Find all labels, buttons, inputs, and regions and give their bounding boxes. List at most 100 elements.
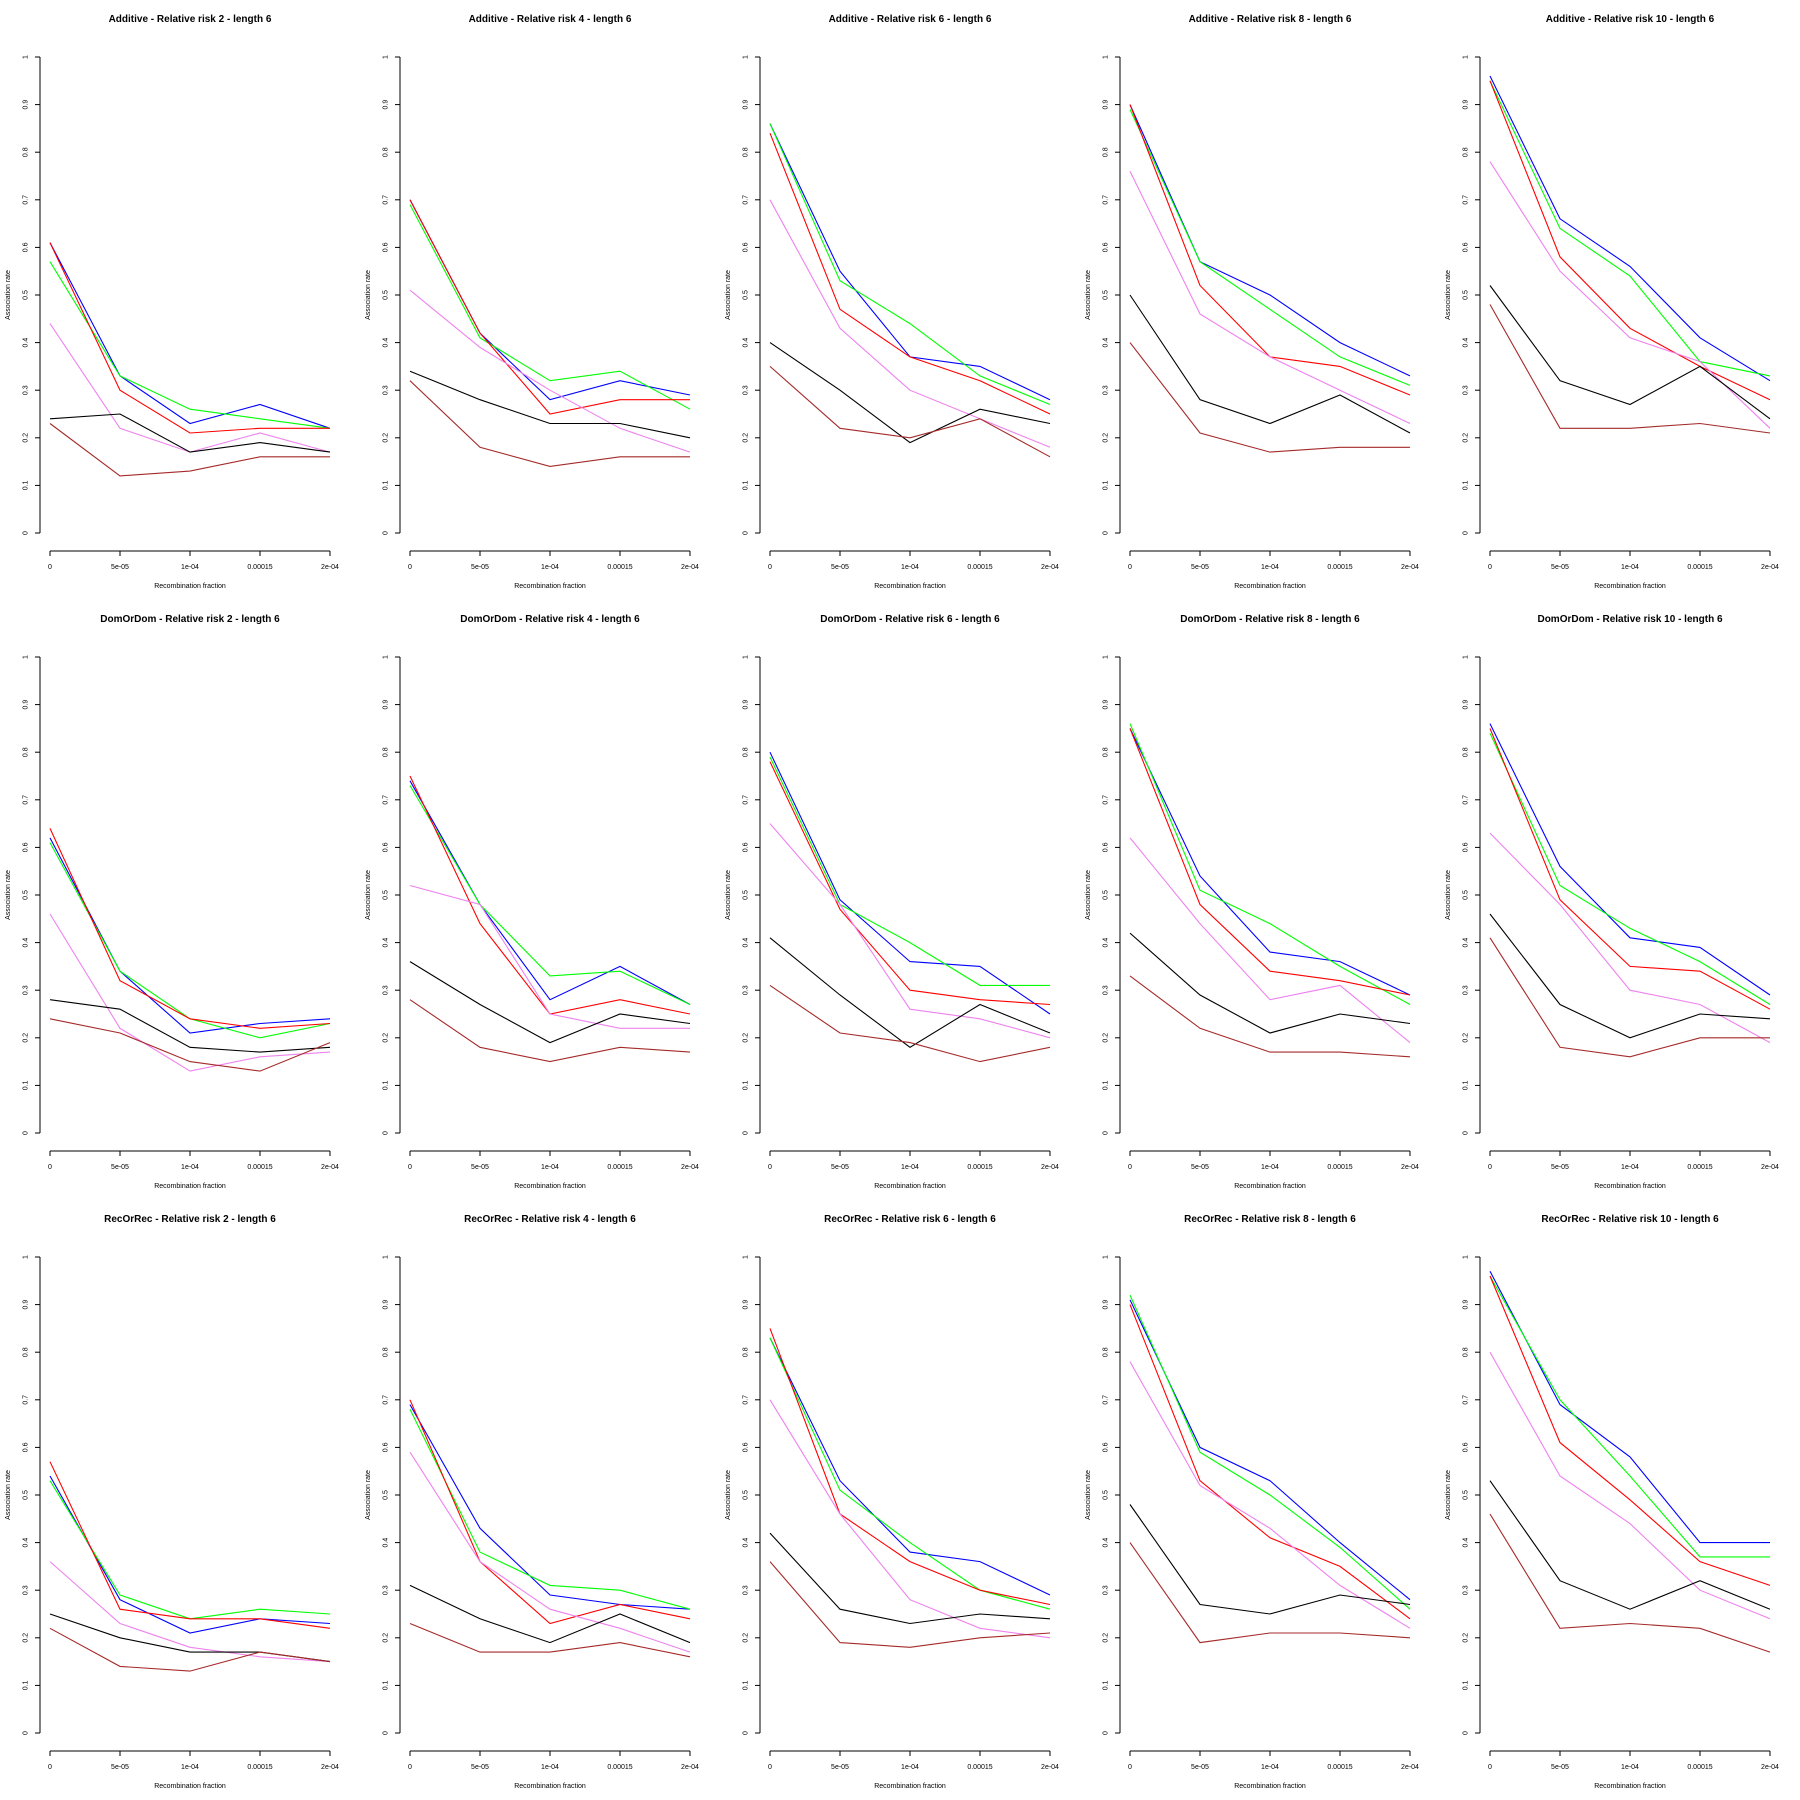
series-line-black <box>409 370 691 439</box>
y-tick-label: 0.3 <box>23 385 30 395</box>
y-tick-label: 0.3 <box>743 985 750 995</box>
x-tick-label: 2e-04 <box>321 1764 339 1771</box>
y-tick-label: 0 <box>1103 1731 1110 1735</box>
x-tick-label: 1e-04 <box>1621 1164 1639 1171</box>
series-line-red <box>49 242 330 434</box>
x-tick-label: 5e-05 <box>471 1764 489 1771</box>
y-tick-label: 0.7 <box>1463 795 1470 805</box>
x-tick-label: 5e-05 <box>831 1164 849 1171</box>
y-tick-label: 1 <box>383 55 390 59</box>
y-tick-label: 0.6 <box>743 242 750 252</box>
chart-panel: Additive - Relative risk 2 - length 6 0 0.… <box>5 14 339 590</box>
y-tick-label: 0.7 <box>743 795 750 805</box>
x-tick-label: 0.00015 <box>247 564 272 571</box>
x-tick-label: 2e-04 <box>321 1164 339 1171</box>
y-tick-label: 0.9 <box>1103 1300 1110 1310</box>
series-line-blue <box>1129 1299 1411 1601</box>
x-tick-label: 0 <box>1488 1764 1492 1771</box>
x-axis-label: Recombination fraction <box>154 1183 226 1190</box>
y-tick-label: 0.7 <box>1463 195 1470 205</box>
x-axis-label: Recombination fraction <box>874 583 946 590</box>
y-tick-label: 0.2 <box>383 433 390 443</box>
series-line-blue <box>49 242 331 429</box>
series-line-brown <box>1489 1513 1771 1653</box>
y-tick-label: 0.1 <box>743 1680 750 1690</box>
y-axis-label: Association rate <box>1085 1470 1092 1520</box>
x-axis-label: Recombination fraction <box>154 1783 226 1790</box>
x-tick-label: 1e-04 <box>901 1164 919 1171</box>
x-tick-label: 0.00015 <box>1687 1764 1712 1771</box>
x-tick-label: 5e-05 <box>1191 1764 1209 1771</box>
series-line-black <box>769 342 1051 444</box>
chart-title: Additive - Relative risk 10 - length 6 <box>1546 14 1715 25</box>
series-line-brown <box>1489 304 1771 434</box>
y-tick-label: 0.2 <box>1103 1033 1110 1043</box>
y-axis-label: Association rate <box>1445 1470 1452 1520</box>
chart-title: RecOrRec - Relative risk 4 - length 6 <box>464 1214 636 1225</box>
y-tick-label: 0.9 <box>1103 700 1110 710</box>
y-tick-label: 0.8 <box>1463 747 1470 757</box>
x-tick-label: 5e-05 <box>1191 564 1209 571</box>
y-tick-label: 0.5 <box>23 890 30 900</box>
series-line-brown <box>1489 937 1770 1058</box>
chart-panel: RecOrRec - Relative risk 2 - length 6 0 0.… <box>5 1214 339 1790</box>
y-axis-label: Association rate <box>1445 870 1452 920</box>
y-tick-label: 0.5 <box>1463 1490 1470 1500</box>
x-tick-label: 5e-05 <box>1551 1764 1569 1771</box>
y-tick-label: 0.7 <box>743 195 750 205</box>
y-tick-label: 0.9 <box>743 100 750 110</box>
x-tick-label: 0.00015 <box>967 1764 992 1771</box>
x-tick-label: 1e-04 <box>901 1764 919 1771</box>
y-tick-label: 0.5 <box>1463 890 1470 900</box>
y-tick-label: 0.6 <box>743 1442 750 1452</box>
y-tick-label: 0.3 <box>383 1585 390 1595</box>
x-axis-label: Recombination fraction <box>1594 1183 1666 1190</box>
chart-panel: DomOrDom - Relative risk 8 - length 6 0 0.… <box>1085 614 1419 1190</box>
series-line-violet <box>769 823 1051 1039</box>
y-tick-label: 0.9 <box>1463 100 1470 110</box>
series-line-red <box>1489 80 1771 401</box>
series-line-brown <box>409 999 691 1063</box>
y-tick-label: 0.4 <box>1103 338 1110 348</box>
series-line-red <box>1129 1304 1411 1620</box>
series-line-green <box>1129 109 1411 386</box>
y-tick-label: 0.7 <box>1103 795 1110 805</box>
y-tick-label: 0.6 <box>383 842 390 852</box>
chart-panel: RecOrRec - Relative risk 6 - length 6 0 0.… <box>725 1214 1059 1790</box>
series-line-red <box>769 1328 1051 1606</box>
series-line-black <box>409 961 691 1044</box>
y-tick-label: 0.3 <box>1103 385 1110 395</box>
x-tick-label: 5e-05 <box>111 564 129 571</box>
y-tick-label: 0.8 <box>23 1347 30 1357</box>
y-tick-label: 0.6 <box>383 1442 390 1452</box>
series-line-green <box>49 261 331 429</box>
y-tick-label: 0.7 <box>23 1395 30 1405</box>
x-tick-label: 0 <box>408 1764 412 1771</box>
series-line-violet <box>1129 170 1411 424</box>
series-line-violet <box>769 199 1051 448</box>
series-line-green <box>49 842 331 1039</box>
chart-panel: Additive - Relative risk 6 - length 6 0 0.… <box>725 14 1059 590</box>
y-tick-label: 0.5 <box>743 1490 750 1500</box>
y-tick-label: 0.7 <box>23 795 30 805</box>
y-tick-label: 0.8 <box>1463 147 1470 157</box>
chart-title: Additive - Relative risk 4 - length 6 <box>469 14 632 25</box>
x-tick-label: 0.00015 <box>1327 1764 1352 1771</box>
y-tick-label: 0.8 <box>383 147 390 157</box>
y-tick-label: 0 <box>383 1131 390 1135</box>
y-tick-label: 0.5 <box>743 890 750 900</box>
chart-panel: Additive - Relative risk 4 - length 6 0 0.… <box>365 14 699 590</box>
x-tick-label: 0.00015 <box>607 1764 632 1771</box>
x-tick-label: 2e-04 <box>1761 1164 1779 1171</box>
y-tick-label: 0.4 <box>743 1538 750 1548</box>
series-line-green <box>409 785 691 1005</box>
series-line-blue <box>769 1337 1051 1596</box>
y-axis-label: Association rate <box>5 1470 12 1520</box>
x-tick-label: 5e-05 <box>111 1764 129 1771</box>
y-tick-label: 1 <box>23 55 30 59</box>
y-tick-label: 0 <box>23 1731 30 1735</box>
y-tick-label: 1 <box>743 655 750 659</box>
series-line-red <box>1489 1275 1771 1586</box>
y-tick-label: 0.1 <box>383 1080 390 1090</box>
